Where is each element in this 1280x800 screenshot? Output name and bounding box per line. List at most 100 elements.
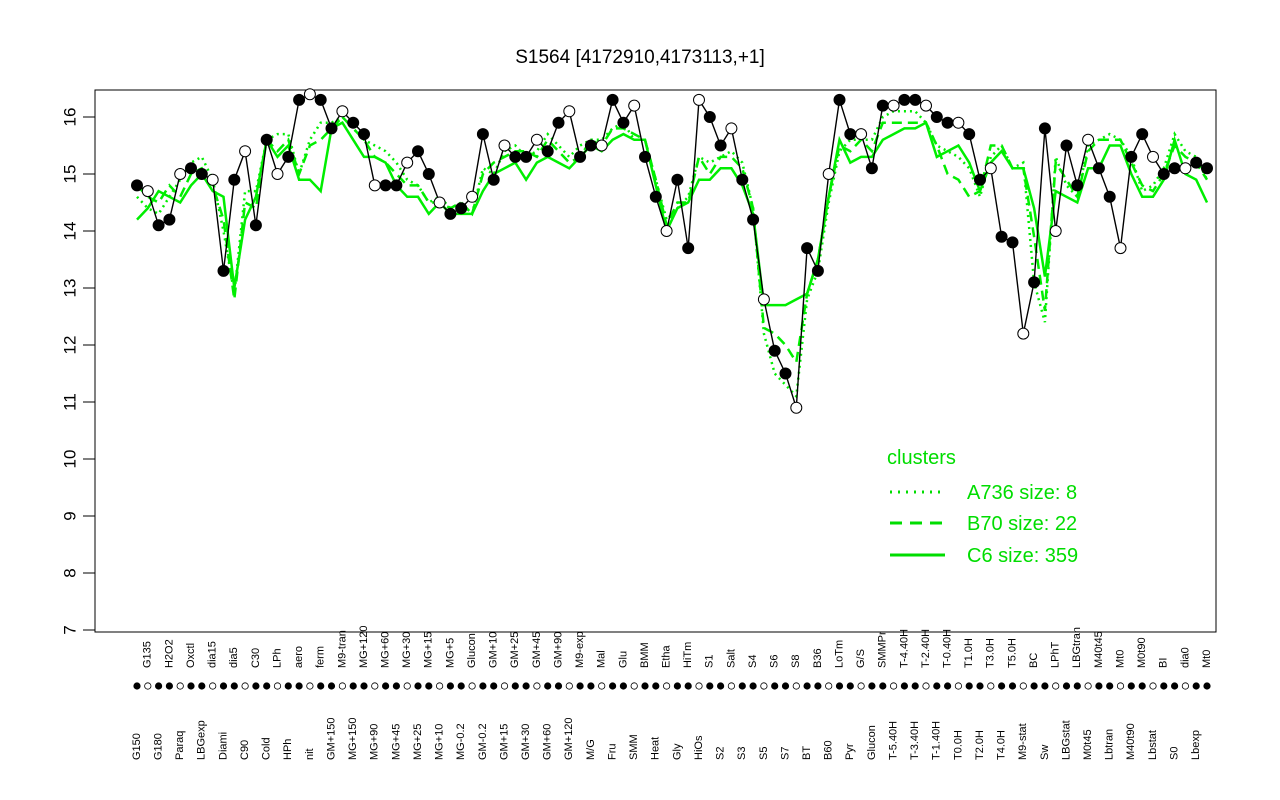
x-marker xyxy=(457,682,465,690)
data-point xyxy=(974,173,986,186)
x-marker xyxy=(641,682,649,690)
data-point xyxy=(422,168,435,180)
x-tick-label: GM+120 xyxy=(563,718,575,761)
x-tick-label: H2O2 xyxy=(163,639,175,668)
cluster-lines xyxy=(136,110,1209,400)
data-point xyxy=(1071,179,1084,192)
data-point xyxy=(725,122,738,135)
x-tick-label: Glucon xyxy=(866,725,878,760)
data-point xyxy=(995,230,1008,243)
data-point xyxy=(693,93,705,106)
x-tick-label: Gly xyxy=(671,743,683,760)
x-marker xyxy=(317,682,325,690)
x-marker xyxy=(1106,682,1114,690)
x-tick-label: HiOs xyxy=(693,735,705,760)
data-point xyxy=(433,196,446,209)
x-marker xyxy=(198,682,206,690)
data-point xyxy=(682,242,695,255)
legend-label-c6: C6 size: 359 xyxy=(967,545,1078,567)
x-marker xyxy=(879,682,887,690)
x-marker xyxy=(165,682,173,690)
x-tick-label: Paraq xyxy=(174,731,186,760)
x-tick-label: dia5 xyxy=(228,647,240,668)
chart-title: S1564 [4172910,4173113,+1] xyxy=(515,47,765,68)
x-marker xyxy=(133,682,141,690)
x-marker xyxy=(1041,682,1049,690)
x-tick-label: Cold xyxy=(261,737,273,760)
x-tick-label: SMM xyxy=(628,734,640,760)
x-tick-label: MG+10 xyxy=(434,724,446,760)
x-tick-label: T-1.40H xyxy=(931,721,943,760)
data-point xyxy=(1092,162,1105,175)
x-axis: G150 G135 G180 H2O2 Paraq Oxctl LBGexp dia15 Dia… xyxy=(131,626,1213,761)
data-point xyxy=(1006,236,1019,249)
x-marker xyxy=(803,682,811,690)
x-tick-label: MG+45 xyxy=(390,724,402,760)
data-point xyxy=(541,145,554,158)
data-point xyxy=(1082,133,1095,146)
data-points xyxy=(131,88,1213,414)
x-tick-label: MG+25 xyxy=(412,724,424,760)
x-tick-label: Mt0 xyxy=(1201,650,1213,668)
data-point xyxy=(293,93,306,106)
x-marker xyxy=(176,682,184,690)
plot-frame xyxy=(94,89,1217,633)
x-marker xyxy=(155,682,163,690)
data-point xyxy=(714,139,727,152)
x-tick-label: GM-0.2 xyxy=(477,723,489,760)
data-point xyxy=(509,150,522,163)
x-tick-label: GM+30 xyxy=(520,724,532,760)
data-point xyxy=(865,162,878,175)
x-tick-label: Pyr xyxy=(844,743,856,760)
legend-label-a736: A736 size: 8 xyxy=(967,482,1077,504)
x-tick-label: BT xyxy=(801,746,813,760)
x-tick-label: Glu xyxy=(617,651,629,668)
x-tick-label: G150 xyxy=(131,733,143,760)
x-marker xyxy=(414,682,422,690)
x-tick-label: M0t45 xyxy=(1082,729,1094,760)
x-marker xyxy=(857,682,865,690)
x-tick-label: Lbtran xyxy=(1104,729,1116,760)
x-tick-label: S5 xyxy=(758,747,770,760)
x-marker xyxy=(144,682,152,690)
x-marker xyxy=(360,682,368,690)
data-point xyxy=(412,145,424,158)
x-tick-label: GM+60 xyxy=(542,724,554,760)
x-tick-label: BMM xyxy=(639,642,651,668)
x-marker xyxy=(1062,682,1071,690)
data-point xyxy=(336,105,349,118)
x-tick-label: aero xyxy=(293,646,305,668)
x-tick-label: MG+60 xyxy=(380,632,392,668)
x-marker xyxy=(522,682,530,690)
x-marker xyxy=(695,682,703,690)
x-marker xyxy=(706,682,714,690)
data-point xyxy=(476,128,489,141)
x-marker xyxy=(435,682,444,690)
x-marker xyxy=(533,682,541,690)
legend: clusters A736 size: 8 B70 size: 22 C6 si… xyxy=(887,447,1078,567)
x-marker xyxy=(716,682,725,690)
x-marker xyxy=(608,682,617,690)
x-marker xyxy=(230,682,238,690)
x-tick-label: M40t90 xyxy=(1125,723,1137,760)
data-point xyxy=(1168,162,1181,175)
data-point xyxy=(347,116,360,129)
x-marker xyxy=(900,682,909,690)
x-marker xyxy=(965,682,973,690)
x-tick-label: T-5.40H xyxy=(888,721,900,760)
x-tick-label: LPh xyxy=(271,648,283,668)
y-tick-label: 9 xyxy=(60,511,79,520)
series-line xyxy=(136,93,1208,408)
x-tick-label: M40t45 xyxy=(1093,631,1105,668)
x-marker xyxy=(576,682,584,690)
cluster-line-a736 xyxy=(136,110,1209,400)
x-tick-label: Mt0 xyxy=(1114,650,1126,668)
x-tick-label: MG+30 xyxy=(401,632,413,668)
x-marker xyxy=(1192,682,1200,690)
data-point xyxy=(757,293,770,306)
x-marker xyxy=(630,682,638,690)
x-tick-label: T-4.40H xyxy=(898,629,910,668)
x-marker xyxy=(1052,682,1060,690)
data-point xyxy=(801,242,814,255)
